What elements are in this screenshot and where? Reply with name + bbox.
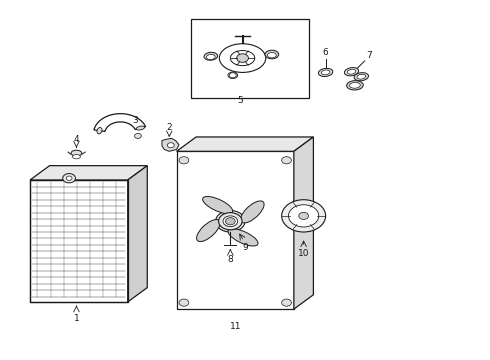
Ellipse shape [354,73,368,81]
Ellipse shape [347,69,356,74]
Text: 2: 2 [167,123,172,132]
Ellipse shape [282,200,326,232]
Ellipse shape [220,44,266,72]
Text: 4: 4 [74,135,79,144]
Ellipse shape [349,82,360,88]
Polygon shape [128,166,147,302]
Text: 8: 8 [227,255,233,264]
Circle shape [229,73,236,78]
Ellipse shape [344,68,359,76]
Circle shape [299,212,309,220]
Text: 6: 6 [323,48,328,57]
Polygon shape [294,137,314,309]
Circle shape [237,54,248,62]
Ellipse shape [241,201,264,223]
Polygon shape [30,166,147,180]
Text: 10: 10 [298,249,309,258]
Circle shape [282,157,292,164]
Polygon shape [176,151,294,309]
Text: 5: 5 [237,96,243,105]
Ellipse shape [204,52,218,60]
Bar [191,19,309,98]
Circle shape [179,299,189,306]
Ellipse shape [357,74,366,79]
Ellipse shape [318,68,333,76]
Ellipse shape [216,211,245,232]
Ellipse shape [196,220,220,242]
Ellipse shape [203,197,233,214]
Circle shape [224,217,236,226]
Ellipse shape [265,50,279,59]
Polygon shape [176,137,314,151]
Circle shape [66,176,72,180]
Ellipse shape [221,215,240,228]
Text: 11: 11 [229,321,241,330]
Ellipse shape [289,205,319,227]
Circle shape [179,157,189,164]
Text: 1: 1 [74,315,79,324]
Ellipse shape [346,81,363,90]
Text: 9: 9 [242,243,248,252]
Ellipse shape [71,150,82,156]
Polygon shape [162,138,179,151]
Ellipse shape [228,72,238,78]
Polygon shape [94,114,146,131]
Ellipse shape [223,216,238,226]
Ellipse shape [206,54,215,59]
Ellipse shape [321,70,330,75]
Ellipse shape [136,126,145,130]
Ellipse shape [219,213,242,230]
Ellipse shape [73,154,80,159]
Ellipse shape [97,127,102,134]
Text: 3: 3 [133,116,138,125]
Circle shape [63,174,75,183]
Circle shape [167,143,174,148]
Ellipse shape [230,50,255,66]
Ellipse shape [268,53,276,58]
Polygon shape [30,180,128,302]
Circle shape [225,218,235,225]
Ellipse shape [228,229,258,246]
Text: 7: 7 [366,50,372,59]
Circle shape [135,134,141,139]
Circle shape [282,299,292,306]
